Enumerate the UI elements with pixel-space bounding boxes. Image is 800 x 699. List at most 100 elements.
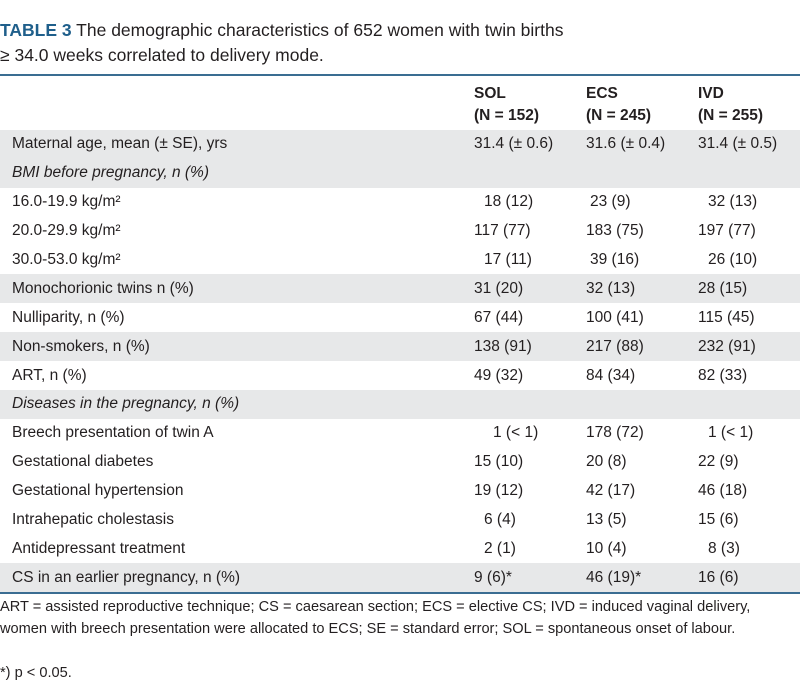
row-label: ART, n (%) — [12, 366, 87, 384]
cell-value: 17 (11) — [484, 251, 532, 268]
cell-ivd: 46 (18) — [698, 482, 748, 500]
section-label: BMI before pregnancy, n (%) — [0, 158, 474, 188]
cell-sol: 17 (11) — [474, 246, 586, 275]
column-name: IVD — [698, 85, 724, 102]
row-label: Antidepressant treatment — [12, 539, 186, 557]
cell-ivd — [698, 158, 800, 188]
cell-sol: 67 (44) — [474, 308, 524, 326]
cell-ecs: 23 (9) — [586, 188, 698, 217]
cell-sol: 18 (12) — [474, 188, 586, 217]
cell-ecs: 42 (17) — [586, 482, 636, 500]
table-row: Monochorionic twins n (%) 31 (20) 32 (13… — [0, 274, 800, 304]
cell-sol — [474, 390, 586, 419]
section-row: Diseases in the pregnancy, n (%) — [0, 390, 800, 419]
table-row: 16.0-19.9 kg/m² 18 (12) 23 (9) 32 (13) — [0, 188, 800, 217]
caption-line-2: ≥ 34.0 weeks correlated to delivery mode… — [0, 45, 324, 65]
cell-ivd: 232 (91) — [698, 332, 800, 362]
section-row: BMI before pregnancy, n (%) — [0, 158, 800, 188]
cell-ecs: 10 (4) — [586, 539, 627, 557]
cell-ecs — [586, 390, 698, 419]
cell-value: 8 (3) — [708, 539, 740, 557]
column-count: (N = 152) — [474, 107, 540, 124]
cell-ivd: 8 (3) — [698, 534, 800, 563]
row-label: 20.0-29.9 kg/m² — [12, 222, 121, 240]
cell-ecs: 183 (75) — [586, 222, 644, 240]
cell-sol: 2 (1) — [474, 534, 586, 563]
cell-ecs: 13 (5) — [586, 511, 627, 529]
row-label: 30.0-53.0 kg/m² — [12, 251, 121, 268]
table-footnote: ART = assisted reproductive technique; C… — [0, 599, 751, 637]
cell-value: 32 (13) — [708, 193, 758, 211]
table-row: Intrahepatic cholestasis 6 (4) 13 (5) 15… — [0, 506, 800, 535]
cell-value: 26 (10) — [708, 251, 758, 268]
caption-line-1: The demographic characteristics of 652 w… — [76, 20, 564, 40]
table-row: 30.0-53.0 kg/m² 17 (11) 39 (16) 26 (10) — [0, 246, 800, 275]
row-label: Intrahepatic cholestasis — [12, 511, 174, 529]
cell-sol: 6 (4) — [474, 506, 586, 535]
cell-ecs — [586, 158, 698, 188]
table-row: 20.0-29.9 kg/m² 117 (77) 183 (75) 197 (7… — [0, 217, 800, 246]
cell-value: 2 (1) — [484, 539, 516, 557]
cell-sol: 19 (12) — [474, 482, 524, 500]
cell-ivd: 31.4 (± 0.5) — [698, 130, 800, 159]
cell-ecs: 178 (72) — [586, 424, 644, 442]
cell-ivd: 1 (< 1) — [698, 419, 800, 448]
cell-sol — [474, 158, 586, 188]
cell-value: 6 (4) — [484, 511, 516, 529]
cell-ivd: 197 (77) — [698, 222, 756, 240]
table-row: CS in an earlier pregnancy, n (%) 9 (6)*… — [0, 563, 800, 593]
column-name: SOL — [474, 85, 506, 102]
cell-value: 1 (< 1) — [493, 424, 539, 442]
table-row: Breech presentation of twin A 1 (< 1) 17… — [0, 419, 800, 448]
row-label: Non-smokers, n (%) — [0, 332, 474, 362]
cell-ivd: 28 (15) — [698, 274, 800, 304]
cell-value: 39 (16) — [590, 251, 640, 268]
row-label: Nulliparity, n (%) — [12, 308, 125, 326]
row-label: Gestational diabetes — [12, 453, 154, 471]
cell-sol: 31.4 (± 0.6) — [474, 130, 586, 159]
cell-ecs: 100 (41) — [586, 308, 644, 326]
cell-sol: 9 (6)* — [474, 563, 586, 593]
cell-ivd: 115 (45) — [698, 308, 755, 326]
demographics-table: Maternal age, mean (± SE), yrs 31.4 (± 0… — [0, 130, 800, 593]
table-label: TABLE 3 — [0, 20, 72, 40]
cell-ecs: 46 (19)* — [586, 563, 698, 593]
cell-ivd — [698, 390, 800, 419]
row-label: Maternal age, mean (± SE), yrs — [0, 130, 474, 159]
cell-ecs: 84 (34) — [586, 366, 636, 384]
table-caption: TABLE 3 The demographic characteristics … — [0, 18, 800, 68]
table-row: Maternal age, mean (± SE), yrs 31.4 (± 0… — [0, 130, 800, 159]
cell-value: 23 (9) — [590, 193, 631, 211]
cell-sol: 1 (< 1) — [474, 419, 586, 448]
cell-sol: 117 (77) — [474, 222, 531, 240]
cell-sol: 138 (91) — [474, 332, 586, 362]
cell-sol: 15 (10) — [474, 453, 524, 471]
row-label: Gestational hypertension — [12, 482, 184, 500]
table-row: Gestational hypertension 19 (12) 42 (17)… — [0, 477, 800, 506]
top-rule — [0, 74, 800, 76]
cell-sol: 49 (32) — [474, 366, 524, 384]
column-count: (N = 245) — [586, 107, 652, 124]
section-label: Diseases in the pregnancy, n (%) — [0, 390, 474, 419]
cell-ivd: 15 (6) — [698, 511, 739, 529]
table-row: Antidepressant treatment 2 (1) 10 (4) 8 … — [0, 534, 800, 563]
cell-value: 1 (< 1) — [708, 424, 754, 442]
cell-ecs: 20 (8) — [586, 453, 627, 471]
column-headers: SOL (N = 152) ECS (N = 245) IVD (N = 255) — [0, 83, 800, 129]
cell-ecs: 217 (88) — [586, 332, 698, 362]
cell-value: 18 (12) — [484, 193, 534, 211]
bottom-rule — [0, 592, 800, 594]
row-label: 16.0-19.9 kg/m² — [12, 193, 121, 211]
cell-ecs: 32 (13) — [586, 274, 698, 304]
cell-ivd: 22 (9) — [698, 453, 739, 471]
cell-ivd: 16 (6) — [698, 563, 800, 593]
significance-note: *) p < 0.05. — [0, 665, 72, 681]
table-row: Gestational diabetes 15 (10) 20 (8) 22 (… — [0, 448, 800, 477]
cell-ecs: 39 (16) — [586, 246, 698, 275]
column-name: ECS — [586, 85, 618, 102]
cell-sol: 31 (20) — [474, 274, 586, 304]
cell-ivd: 82 (33) — [698, 366, 748, 384]
row-label: CS in an earlier pregnancy, n (%) — [0, 563, 474, 593]
table-row: Nulliparity, n (%) 67 (44) 100 (41) 115 … — [0, 303, 800, 332]
row-label: Monochorionic twins n (%) — [0, 274, 474, 304]
